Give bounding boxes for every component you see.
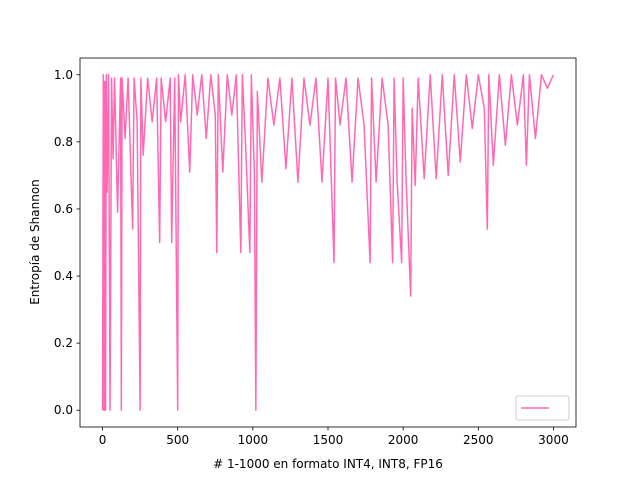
y-tick-label: 0.6 [54, 202, 73, 216]
x-tick-label: 1000 [238, 433, 269, 447]
x-tick-label: 2000 [388, 433, 419, 447]
data-line [101, 74, 555, 411]
y-axis-label: Entropía de Shannon [28, 179, 42, 305]
x-tick-label: 1500 [313, 433, 344, 447]
y-tick-label: 0.4 [54, 269, 73, 283]
plot-frame [79, 57, 577, 428]
y-tick-label: 0.0 [54, 403, 73, 417]
x-tick-label: 3000 [538, 433, 569, 447]
x-tick-label: 500 [166, 433, 189, 447]
x-tick-label: 2500 [463, 433, 494, 447]
x-axis-label: # 1-1000 en formato INT4, INT8, FP16 [213, 457, 443, 471]
y-tick-label: 1.0 [54, 68, 73, 82]
y-tick-label: 0.2 [54, 336, 73, 350]
x-tick-label: 0 [99, 433, 107, 447]
y-tick-label: 0.8 [54, 135, 73, 149]
